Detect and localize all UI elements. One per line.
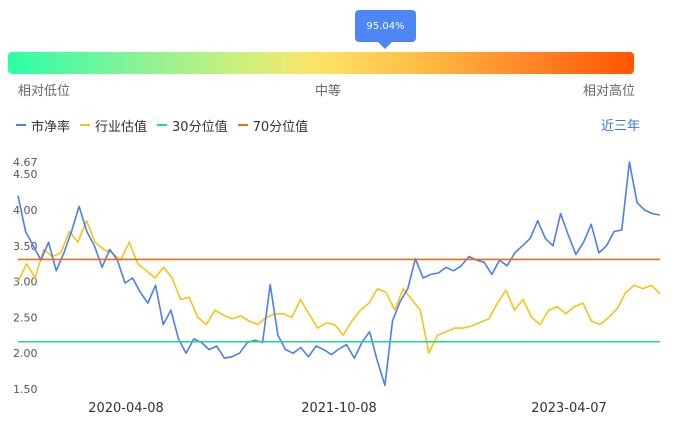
legend-swatch-pb	[16, 124, 26, 126]
series-line-0	[17, 161, 661, 387]
legend-swatch-p70	[237, 124, 248, 126]
legend-swatch-p30	[157, 124, 168, 126]
legend-label-p30: 30分位值	[172, 119, 228, 135]
x-tick-label-1: 2021-10-08	[301, 401, 377, 416]
legend-item-p30[interactable]: 30分位值	[157, 116, 228, 135]
high-position-label: 相对高位	[583, 84, 636, 99]
gradient-bar	[8, 52, 634, 74]
y-tick-label-2: 2.50	[13, 311, 38, 324]
low-position-label: 相对低位	[18, 84, 71, 99]
pb-line-chart: 1.502.002.503.003.504.004.504.672020-04-…	[13, 156, 661, 416]
y-tick-label-5: 4.00	[13, 204, 38, 217]
y-tick-label-7: 4.67	[13, 156, 38, 169]
mid-position-label: 中等	[315, 84, 342, 99]
series-line-1	[17, 219, 661, 354]
range-three-years-button[interactable]: 近三年	[600, 119, 640, 134]
legend-item-p70[interactable]: 70分位值	[237, 116, 309, 135]
x-tick-label-0: 2020-04-08	[88, 401, 164, 416]
legend-label-p70: 70分位值	[252, 119, 309, 135]
legend-item-industry[interactable]: 行业估值	[80, 116, 147, 135]
y-tick-label-1: 2.00	[13, 347, 38, 360]
legend-swatch-industry	[80, 124, 91, 126]
legend-label-industry: 行业估值	[95, 119, 148, 135]
y-tick-label-0: 1.50	[13, 383, 38, 396]
percentile-bubble: 95.04%	[355, 10, 416, 49]
valuation-percentile-gauge: 95.04% 相对低位 中等 相对高位	[0, 0, 686, 100]
legend-label-pb: 市净率	[31, 119, 71, 135]
chart-legend: 市净率 行业估值 30分位值 70分位值	[16, 115, 318, 135]
y-tick-label-3: 3.00	[13, 276, 38, 289]
y-tick-label-6: 4.50	[13, 168, 38, 181]
legend-item-pb[interactable]: 市净率	[16, 116, 70, 135]
x-tick-label-2: 2023-04-07	[531, 401, 607, 416]
